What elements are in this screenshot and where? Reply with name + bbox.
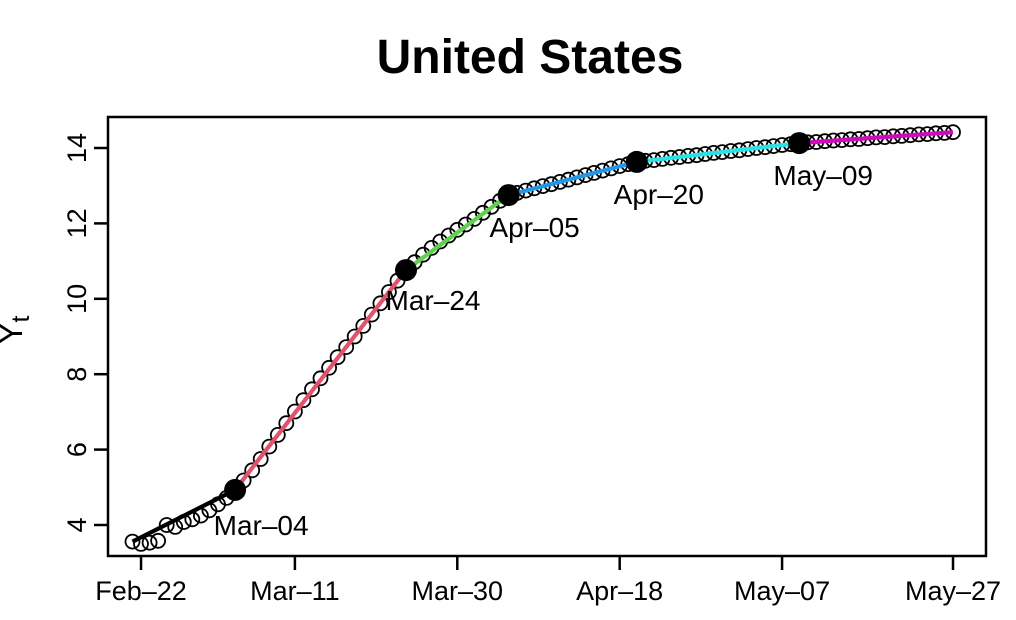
fit-segment-1 <box>131 488 237 544</box>
change-point-label: Mar–04 <box>214 510 309 541</box>
chart-title: United States <box>377 31 684 84</box>
y-tick-label: 10 <box>62 284 92 314</box>
data-point <box>286 403 303 420</box>
data-point <box>457 216 474 233</box>
data-point <box>124 533 141 550</box>
x-tick-label: May–07 <box>734 576 830 606</box>
y-axis-label-subscript: t <box>7 315 35 322</box>
data-point <box>158 517 175 533</box>
y-axis-label-main: Y <box>0 322 29 344</box>
change-point-marker <box>224 478 247 501</box>
data-point <box>329 349 346 366</box>
x-tick-label: May–27 <box>905 576 1001 606</box>
change-point-marker <box>497 184 520 207</box>
data-point <box>278 415 295 432</box>
data-point <box>372 295 389 312</box>
data-point <box>252 451 269 467</box>
y-tick-label: 6 <box>62 442 92 457</box>
data-point <box>312 370 329 387</box>
data-point <box>150 532 167 549</box>
y-axis-label: Yt <box>0 315 35 344</box>
data-point <box>261 438 278 455</box>
fit-segment-4 <box>508 159 638 198</box>
data-point <box>355 317 372 334</box>
change-point-label: May–09 <box>773 160 873 191</box>
change-point-label: Apr–05 <box>489 212 579 243</box>
fit-segment-3 <box>404 193 510 272</box>
data-point <box>363 306 380 323</box>
data-point <box>295 392 312 409</box>
y-tick-label: 8 <box>62 367 92 382</box>
x-tick-label: Apr–18 <box>576 576 663 606</box>
data-point <box>141 534 158 551</box>
y-tick-label: 4 <box>62 517 92 532</box>
y-tick-label: 12 <box>62 208 92 238</box>
change-point-label: Mar–24 <box>386 285 481 316</box>
change-point-label: Apr–20 <box>614 179 704 210</box>
plot-box <box>106 115 988 558</box>
data-point <box>338 339 355 356</box>
fit-segment-5 <box>636 141 800 164</box>
change-point-marker <box>788 132 811 155</box>
data-point <box>269 426 286 443</box>
data-point <box>380 284 397 300</box>
data-point <box>346 328 363 345</box>
x-tick-label: Mar–30 <box>412 576 504 606</box>
change-point-marker <box>395 259 417 282</box>
plot-area: Feb–22 Mar–11 Mar–30 Apr–18 May–07 May–27 4 6 8 1… <box>62 115 1001 606</box>
x-tick-label: Mar–11 <box>250 576 340 606</box>
fit-segment-2 <box>233 268 408 492</box>
data-point <box>244 462 261 479</box>
x-tick-label: Feb–22 <box>95 576 187 606</box>
data-point <box>321 359 338 376</box>
change-point-marker <box>625 150 648 173</box>
y-tick-label: 14 <box>62 133 92 163</box>
data-point <box>304 381 320 398</box>
fit-segment-6 <box>799 130 954 146</box>
